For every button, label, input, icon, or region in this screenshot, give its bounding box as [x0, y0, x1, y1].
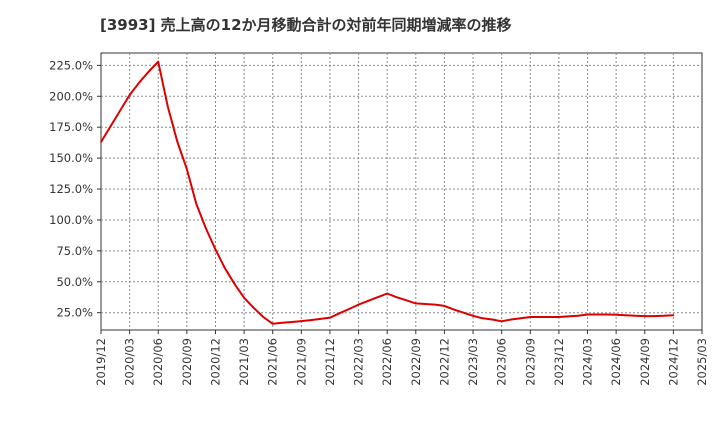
x-tick-label: 2022/06: [380, 338, 394, 386]
x-tick-label: 2020/12: [208, 338, 222, 386]
data-point: [329, 316, 331, 319]
data-point: [128, 94, 131, 96]
data-point: [176, 141, 179, 143]
data-point: [252, 306, 255, 309]
data-point: [148, 70, 150, 73]
grid-lines: [101, 53, 702, 330]
data-point: [157, 60, 159, 63]
x-tick-label: 2020/03: [123, 338, 137, 386]
data-point: [586, 313, 589, 316]
data-point: [529, 316, 532, 318]
x-tick-label: 2020/09: [180, 338, 194, 386]
chart-title: [3993] 売上高の12か月移動合計の対前年同期増減率の推移: [100, 16, 512, 34]
data-point: [624, 314, 627, 317]
x-tick-label: 2025/03: [695, 338, 709, 386]
data-point: [520, 317, 522, 320]
data-point: [644, 315, 646, 317]
data-point: [243, 297, 245, 299]
data-point: [491, 318, 494, 321]
x-tick-label: 2021/12: [323, 338, 337, 386]
x-tick-label: 2024/03: [581, 338, 595, 386]
y-tick-label: 175.0%: [49, 120, 93, 134]
data-point: [224, 267, 226, 270]
x-tick-label: 2019/12: [94, 338, 108, 386]
series-layer: [100, 60, 675, 325]
data-point: [338, 312, 341, 315]
data-point: [310, 319, 312, 321]
y-tick-label: 200.0%: [49, 89, 93, 103]
y-tick-label: 150.0%: [49, 151, 93, 165]
x-tick-label: 2023/12: [552, 338, 566, 386]
y-tick-label: 50.0%: [56, 275, 93, 289]
data-point: [300, 320, 303, 322]
x-tick-label: 2022/09: [409, 338, 423, 386]
data-point: [434, 303, 436, 306]
data-point: [462, 311, 465, 314]
data-point: [538, 316, 541, 318]
data-point: [634, 315, 637, 317]
y-tick-label: 75.0%: [56, 244, 93, 258]
data-point: [138, 81, 140, 84]
data-point: [415, 302, 417, 305]
data-point: [567, 315, 570, 318]
x-tick-label: 2024/12: [666, 338, 680, 386]
data-point: [100, 141, 102, 143]
data-point: [186, 168, 188, 170]
x-tick-label: 2024/06: [609, 338, 623, 386]
data-point: [367, 300, 369, 302]
data-point: [166, 105, 169, 107]
data-point: [577, 315, 579, 317]
data-point: [653, 315, 655, 317]
y-tick-label: 125.0%: [49, 182, 93, 196]
y-tick-label: 225.0%: [49, 58, 93, 72]
data-point: [386, 292, 389, 295]
data-point: [558, 316, 560, 318]
y-tick-label: 100.0%: [49, 213, 93, 227]
x-tick-label: 2021/09: [294, 338, 308, 386]
data-point: [663, 315, 665, 317]
x-axis-ticks: 2019/12 2020/03 2020/06 2020/09 2020/12 2021/…: [94, 330, 709, 386]
x-tick-label: 2023/03: [466, 338, 480, 386]
plot-area: [100, 52, 703, 331]
data-point: [453, 308, 455, 311]
data-point: [472, 315, 474, 317]
x-tick-label: 2021/06: [266, 338, 280, 386]
data-point: [548, 316, 551, 318]
x-tick-label: 2022/12: [437, 338, 451, 386]
data-point: [510, 318, 512, 321]
data-point: [615, 314, 617, 316]
x-tick-label: 2023/06: [495, 338, 509, 386]
data-point: [319, 318, 322, 320]
x-tick-label: 2023/09: [523, 338, 537, 386]
data-point: [596, 313, 598, 316]
x-tick-label: 2020/06: [151, 338, 165, 386]
data-point: [205, 227, 207, 230]
data-point: [357, 303, 360, 306]
data-point: [424, 303, 427, 305]
data-point: [233, 283, 236, 286]
data-point: [500, 320, 503, 323]
data-point: [443, 305, 446, 307]
data-point: [291, 321, 293, 323]
data-point: [348, 308, 350, 310]
y-tick-label: 25.0%: [56, 306, 93, 320]
data-point: [271, 323, 274, 325]
data-point: [395, 296, 398, 299]
data-point: [405, 299, 408, 302]
y-axis-ticks: 25.0% 50.0% 75.0% 100.0% 125.0% 150.0% 175.0% 2…: [49, 58, 101, 320]
x-tick-label: 2022/03: [352, 338, 366, 386]
data-point: [281, 322, 284, 324]
data-point: [605, 313, 608, 316]
data-point: [672, 314, 675, 317]
x-tick-label: 2024/09: [638, 338, 652, 386]
x-tick-label: 2021/03: [237, 338, 251, 386]
data-point: [195, 203, 198, 205]
data-point: [262, 316, 265, 318]
data-point: [214, 248, 217, 251]
data-point: [481, 317, 484, 320]
data-point: [376, 296, 379, 299]
